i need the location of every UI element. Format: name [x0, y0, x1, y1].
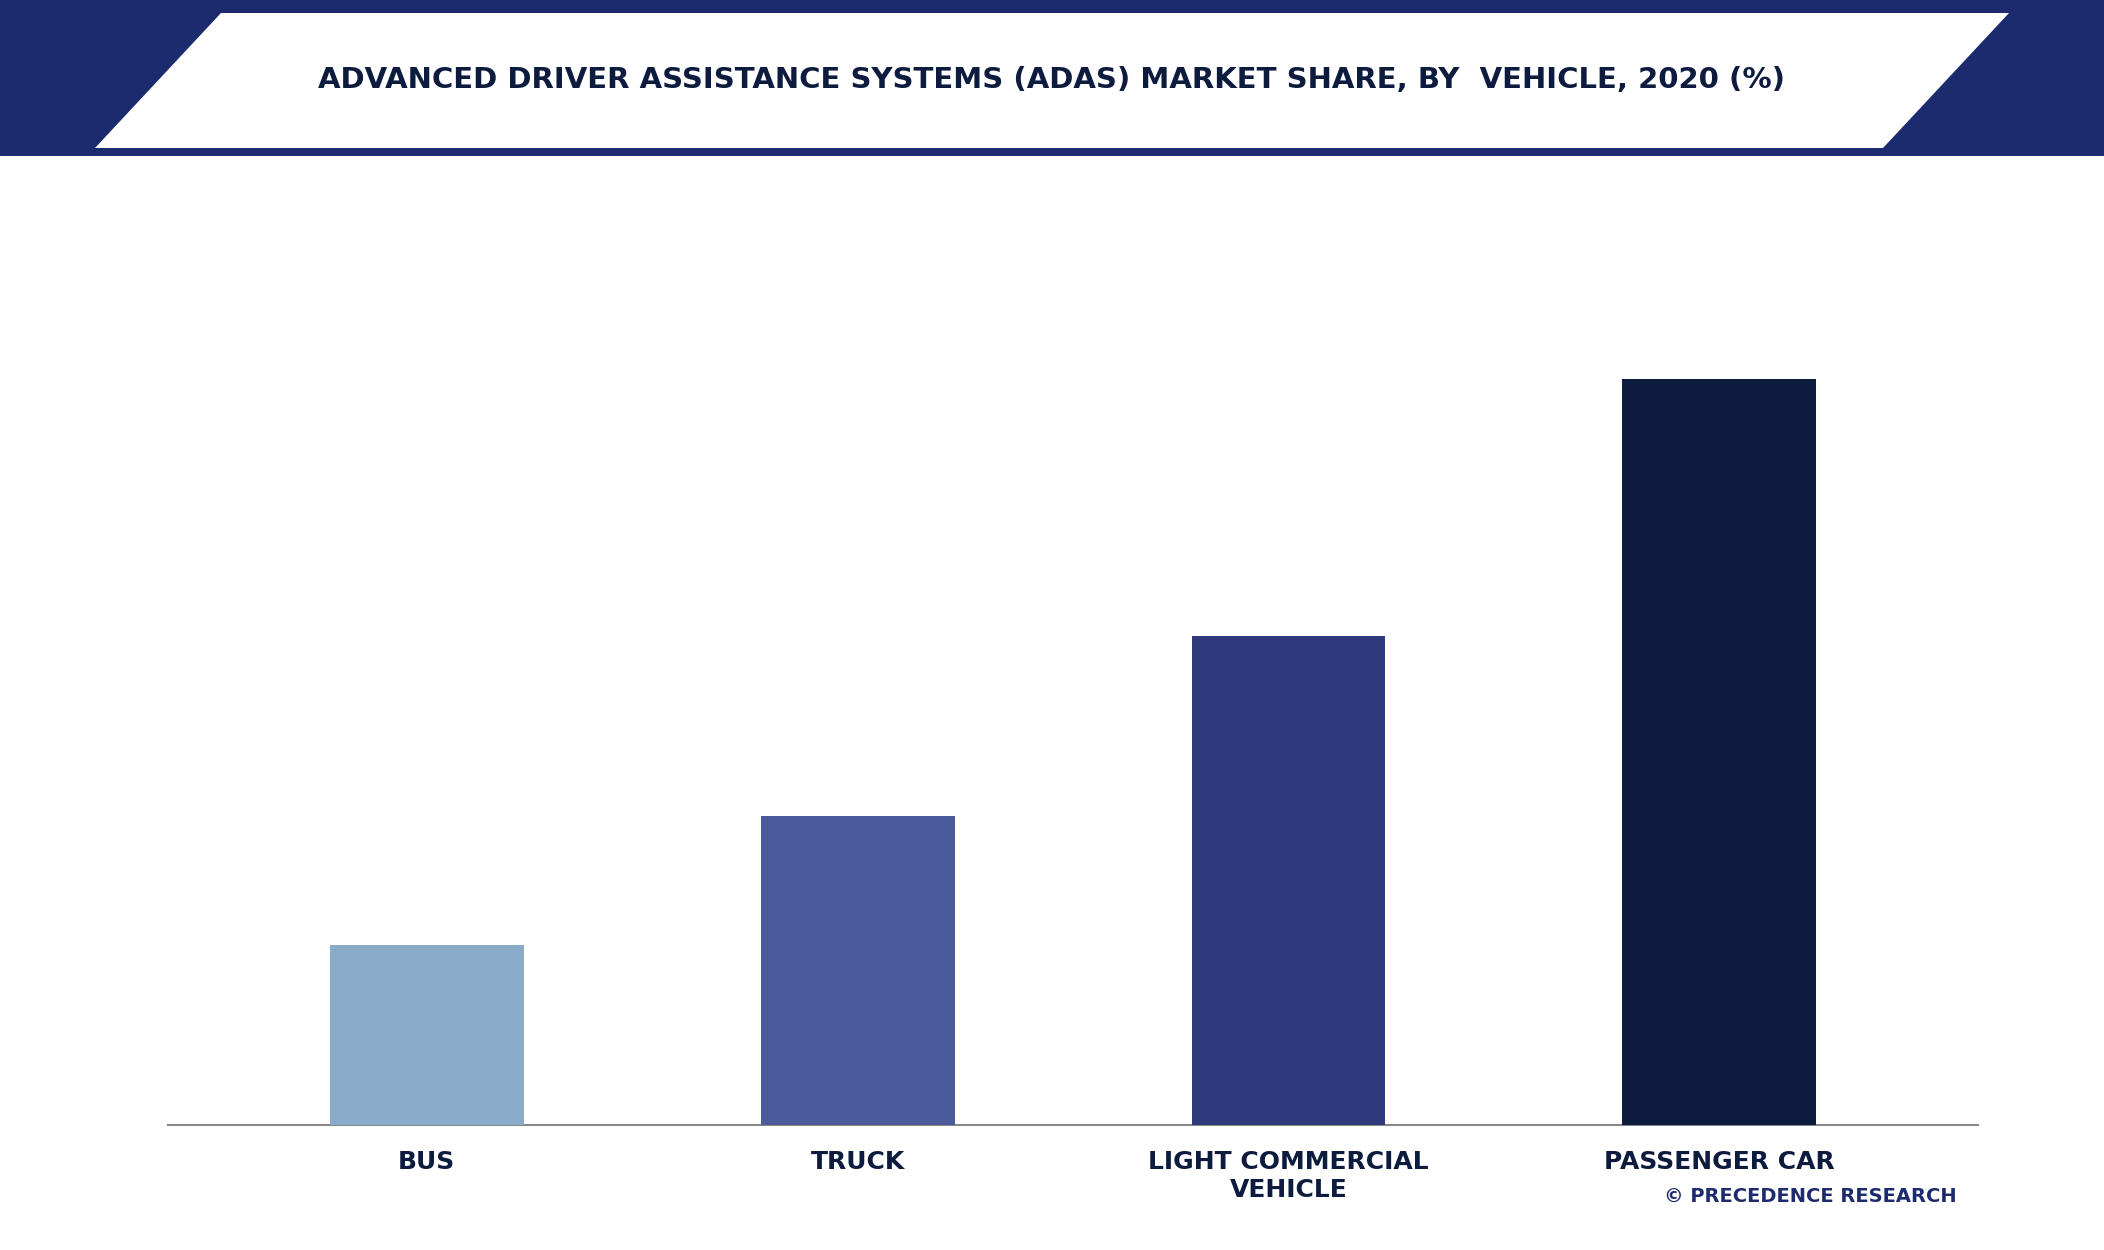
- Bar: [1622, 379, 1816, 1125]
- Text: © PRECEDENCE RESEARCH: © PRECEDENCE RESEARCH: [1664, 1188, 1957, 1206]
- Bar: [330, 945, 524, 1125]
- Text: ADVANCED DRIVER ASSISTANCE SYSTEMS (ADAS) MARKET SHARE, BY  VEHICLE, 2020 (%): ADVANCED DRIVER ASSISTANCE SYSTEMS (ADAS…: [318, 66, 1786, 94]
- Bar: [1191, 636, 1384, 1125]
- Bar: [762, 816, 955, 1125]
